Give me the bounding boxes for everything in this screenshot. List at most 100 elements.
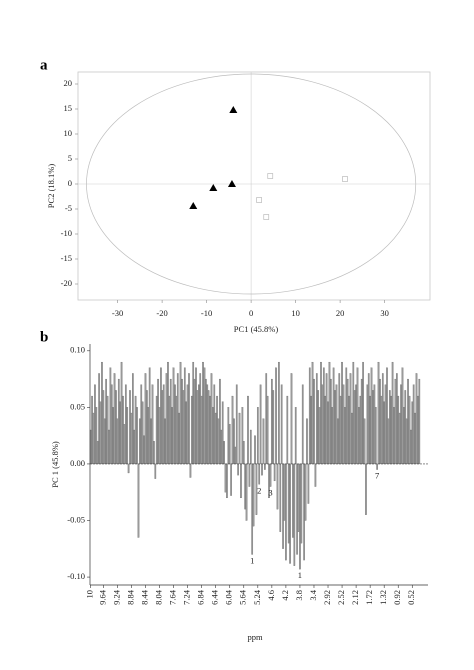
bar [318,407,321,465]
bar [397,395,400,465]
y-tick-label: 0.00 [70,458,85,468]
bar [216,395,218,465]
bar [209,395,211,465]
bar [133,429,136,465]
bar [106,395,109,465]
x-tick-label: 0.92 [392,590,402,605]
x-tick-label: 7.24 [182,589,192,605]
bar [203,367,206,465]
bar [103,418,106,465]
peak-label: 1 [298,570,302,580]
bar [101,361,103,465]
bar [134,395,137,465]
bar [381,373,384,465]
bar [206,384,209,465]
bar [241,407,244,465]
bar [379,378,381,465]
bar [372,390,374,465]
bar [339,395,342,465]
bar [217,418,220,465]
bar [271,378,273,465]
bar [245,463,248,521]
bar [120,361,123,465]
bar [200,395,203,465]
bar [105,378,107,465]
bar [195,367,197,465]
bar [304,463,307,521]
bar [148,367,151,465]
score-point [263,214,270,220]
bar [224,463,227,493]
peak-label: 3 [268,488,272,498]
bar [345,367,348,465]
bar [403,407,405,465]
bar [360,378,363,465]
x-tick-label: 7.64 [168,589,178,605]
bar [280,384,283,465]
bar [335,384,338,465]
bar [269,463,272,487]
bar [91,395,93,465]
bar [167,361,169,465]
bar [303,463,305,561]
x-tick-label: 8.44 [139,589,149,605]
bar [161,390,164,465]
x-tick-label: 1.72 [364,590,374,605]
bar [96,441,99,465]
bar [341,361,343,465]
peak-label: 7 [375,471,379,481]
bar [297,463,300,532]
bar [314,463,317,487]
bar [408,395,411,465]
bar [330,378,332,465]
x-axis-title: PC1 (45.8%) [234,324,279,334]
bar [252,463,255,527]
x-tick-label: 5.24 [252,589,262,605]
bar [124,384,127,465]
bar [362,361,364,465]
bar [380,395,383,465]
x-tick-label: 8.84 [125,589,135,605]
bar [143,435,145,465]
bar [212,407,214,465]
bar [324,395,327,465]
bar [396,373,398,465]
bar [188,373,190,465]
x-tick-label: 6.44 [210,589,220,605]
score-point [229,106,238,113]
bar [272,390,275,465]
bar [351,412,353,465]
y-tick-label: 0.10 [70,345,85,355]
bar [144,373,147,465]
bar [151,384,154,465]
bar [189,463,192,478]
confidence-ellipse [86,73,417,295]
x-tick-label: 0.52 [406,590,416,605]
y-tick-label: 20 [64,78,73,88]
bar [388,390,391,465]
bar [373,384,376,465]
bar [367,373,370,465]
score-point [256,197,262,203]
x-tick-label: 5.64 [238,589,248,605]
x-tick-label: 2.92 [322,590,332,605]
bar [136,407,138,465]
score-point [267,173,274,179]
y-tick-label: -0.10 [67,571,85,581]
bar [414,412,416,465]
bar [254,435,256,465]
bar [109,367,112,465]
bar [279,463,282,532]
bar [119,401,122,465]
bar [99,401,102,465]
bar [198,384,200,465]
bar [365,463,367,515]
bar [266,395,269,465]
score-point [227,180,236,187]
bar [110,384,113,465]
y-tick-label: -10 [61,228,72,238]
bar [95,407,98,465]
x-tick-label: 0 [249,308,253,318]
peak-label: 2 [257,485,261,495]
